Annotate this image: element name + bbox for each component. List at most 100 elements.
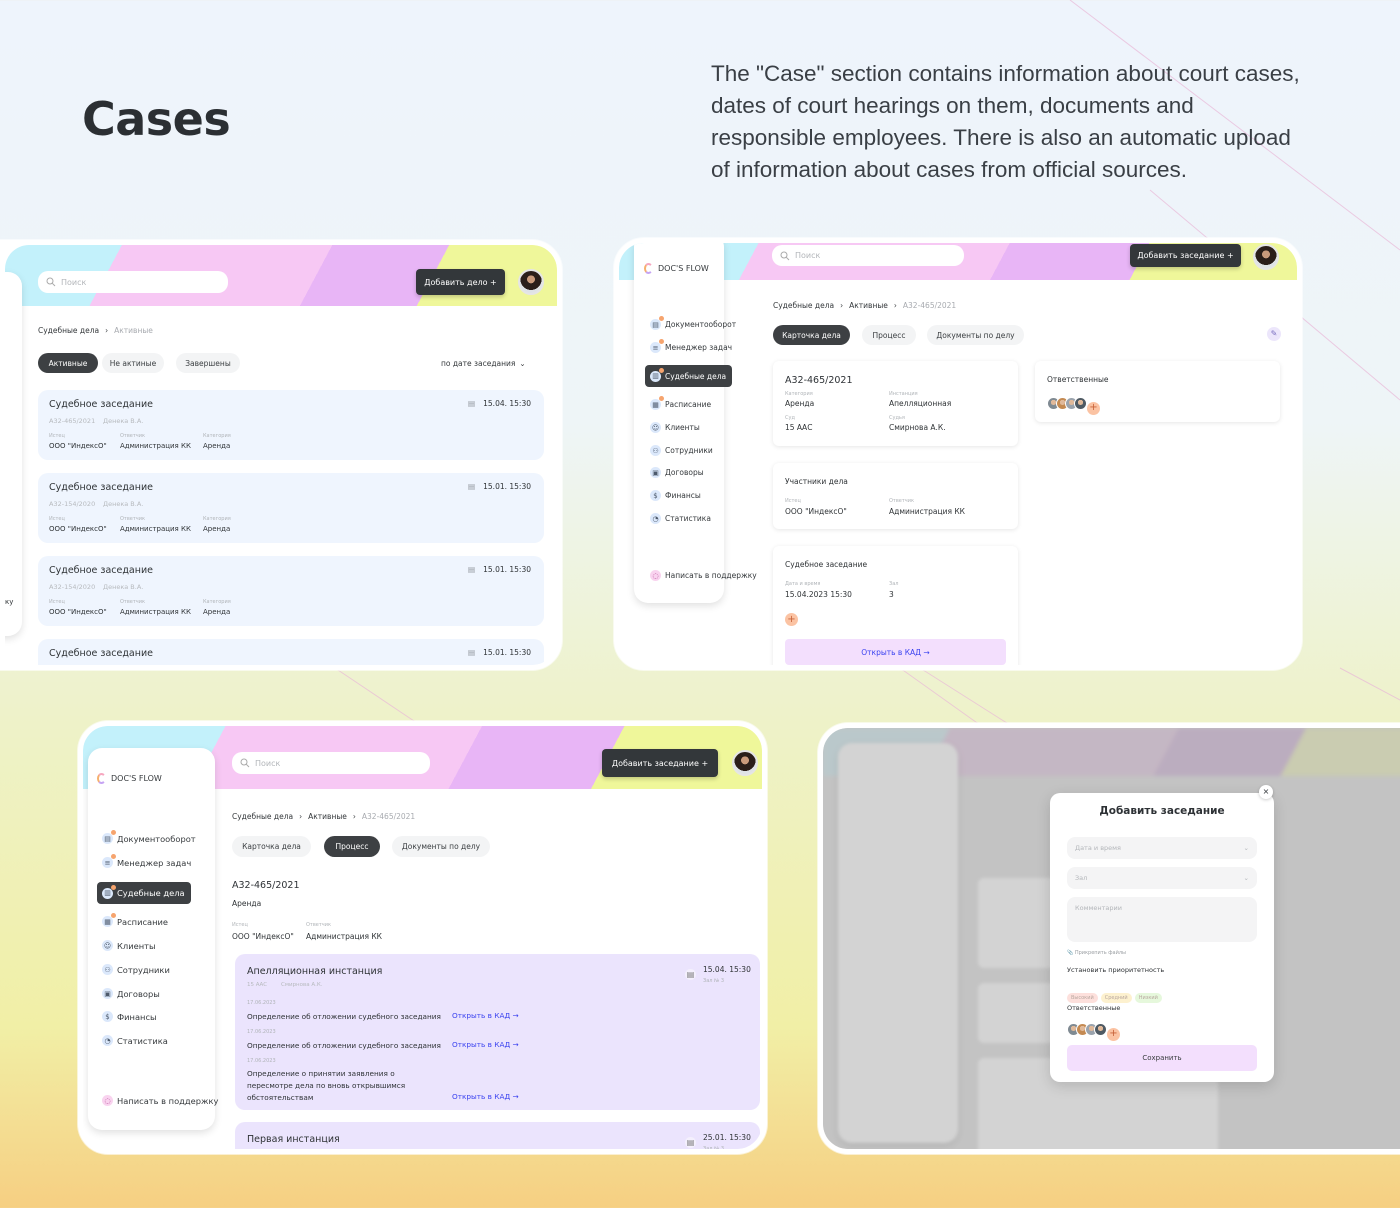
sidebar-item-calendar[interactable]: ▦ Расписание <box>650 396 711 410</box>
edit-icon[interactable]: ✎ <box>1267 327 1281 341</box>
add-hearing-plus-icon[interactable]: + <box>785 613 798 626</box>
participants-card: Участники дела Истец ООО "ИндексО" Ответ… <box>773 463 1018 529</box>
add-responsible-icon[interactable]: + <box>1087 401 1100 415</box>
open-kad-button[interactable]: Открыть в КАД → <box>785 639 1006 665</box>
responsible-avatars[interactable]: + <box>1047 395 1100 415</box>
search-input[interactable]: Поиск <box>772 245 964 266</box>
add-hearing-button[interactable]: Добавить заседание + <box>602 749 718 777</box>
case-card[interactable]: Судебное заседание ▤ 15.04. 15:30 А32-465/2… <box>38 390 544 460</box>
search-input[interactable]: Поиск <box>232 752 430 774</box>
category-value: Аренда <box>203 525 231 533</box>
calendar-icon: ▤ <box>468 565 476 574</box>
tab-documents[interactable]: Документы по делу <box>927 325 1024 345</box>
breadcrumb-item[interactable]: Судебные дела <box>38 326 100 335</box>
case-card-title: Судебное заседание <box>49 399 153 410</box>
breadcrumb-item[interactable]: Судебные дела <box>773 301 835 310</box>
save-button[interactable]: Сохранить <box>1067 1045 1257 1071</box>
user-avatar[interactable] <box>518 269 544 295</box>
sidebar-item-finance[interactable]: $ Финансы <box>650 490 701 501</box>
sidebar-item-task-list[interactable]: ≡ Менеджер задач <box>102 854 191 868</box>
add-responsible-icon[interactable]: + <box>1107 1027 1120 1041</box>
tab-documents[interactable]: Документы по делу <box>392 836 490 857</box>
responsible-avatar[interactable] <box>1074 397 1087 410</box>
comment-textarea[interactable]: Комментарии <box>1067 897 1257 942</box>
plaintiff-label: Истец <box>49 599 65 605</box>
sidebar-item-label: Менеджер задач <box>665 343 733 352</box>
responsible-avatars[interactable]: + <box>1067 1021 1120 1041</box>
sidebar-item-label: Договоры <box>665 468 704 477</box>
user-avatar[interactable] <box>1253 244 1279 270</box>
court-label: Суд <box>785 415 795 421</box>
hall-select[interactable]: Зал ⌄ <box>1067 867 1257 889</box>
breadcrumb-item[interactable]: Активные <box>308 812 347 821</box>
sidebar: ку <box>5 272 22 636</box>
sidebar-item-employees[interactable]: ⚇ Сотрудники <box>650 445 713 456</box>
tab-case-card[interactable]: Карточка дела <box>232 836 311 857</box>
sidebar-item-statistics[interactable]: ◔ Статистика <box>650 513 711 524</box>
calendar-icon: ▦ <box>650 396 664 410</box>
calendar-icon: ▤ <box>685 1137 696 1148</box>
category-value: Аренда <box>203 442 231 450</box>
sidebar-item-support[interactable]: ◌ Написать в поддержку <box>102 1095 218 1106</box>
filter-active[interactable]: Активные <box>38 353 98 373</box>
add-hearing-button[interactable]: Добавить заседание + <box>1130 244 1241 267</box>
attach-files-button[interactable]: 📎 Прикрепить файлы <box>1067 950 1126 956</box>
sidebar-item-document[interactable]: ▤ Документооборот <box>650 316 736 330</box>
category-value: Аренда <box>785 399 815 408</box>
open-kad-link[interactable]: Открыть в КАД → <box>452 1040 519 1049</box>
sidebar-item-calendar[interactable]: ▦ Расписание <box>102 913 168 927</box>
responsible-avatar[interactable] <box>1094 1023 1107 1036</box>
sidebar-item-document[interactable]: ▤ Документооборот <box>102 830 196 844</box>
search-input[interactable]: Поиск <box>38 271 228 293</box>
tab-case-card[interactable]: Карточка дела <box>773 325 850 345</box>
sidebar-item-task-list[interactable]: ≡ Менеджер задач <box>650 339 733 353</box>
breadcrumb-item[interactable]: Судебные дела <box>232 812 294 821</box>
category-value: Аренда <box>203 608 231 616</box>
open-kad-link[interactable]: Открыть в КАД → <box>452 1011 519 1020</box>
chevron-down-icon: ⌄ <box>519 359 526 368</box>
document-icon: ▤ <box>650 316 664 330</box>
case-card-date: ▤ 15.01. 15:30 <box>468 482 531 491</box>
chevron-right-icon: › <box>299 812 303 821</box>
user-avatar[interactable] <box>732 750 758 776</box>
add-case-button[interactable]: Добавить дело + <box>416 269 505 295</box>
case-card[interactable]: Судебное заседание ▤ 15.01. 15:30 А32-154/2… <box>38 556 544 626</box>
breadcrumb-item[interactable]: Активные <box>849 301 888 310</box>
instance-label: Инстанция <box>889 391 918 397</box>
sidebar-item-contract[interactable]: ▣ Договоры <box>650 467 704 478</box>
sidebar-item-statistics[interactable]: ◔ Статистика <box>102 1035 168 1046</box>
clients-icon: ☺ <box>650 422 661 433</box>
chevron-right-icon: › <box>105 326 109 335</box>
datetime-select[interactable]: Дата и время ⌄ <box>1067 837 1257 859</box>
priority-option[interactable]: Низкий <box>1134 993 1162 1003</box>
case-card[interactable]: Судебное заседание ▤ 15.01. 15:30 <box>38 639 544 665</box>
sidebar-item-clients[interactable]: ☺ Клиенты <box>102 940 156 951</box>
instance-value: Апелляционная <box>889 399 952 408</box>
filter-inactive[interactable]: Не актиные <box>102 353 164 373</box>
sort-dropdown[interactable]: по дате заседания ⌄ <box>441 359 526 368</box>
search-icon <box>240 758 250 768</box>
sidebar-item-court-case[interactable]: ▥ Судебные дела <box>97 882 191 904</box>
tab-process[interactable]: Процесс <box>324 836 380 857</box>
priority-option[interactable]: Средний <box>1100 993 1132 1003</box>
defendant-value: Администрация КК <box>120 442 191 450</box>
sidebar-item-court-case[interactable]: ▥ Судебные дела <box>645 365 733 387</box>
sort-label: по дате заседания <box>441 359 516 368</box>
defendant-label: Ответчик <box>120 433 146 439</box>
filter-completed[interactable]: Завершены <box>176 353 240 373</box>
case-card[interactable]: Судебное заседание ▤ 15.01. 15:30 А32-154/2… <box>38 473 544 543</box>
support-label: Написать в поддержку <box>665 571 757 580</box>
open-kad-link[interactable]: Открыть в КАД → <box>452 1092 519 1101</box>
notification-badge <box>659 316 664 321</box>
sidebar-item-employees[interactable]: ⚇ Сотрудники <box>102 964 170 975</box>
priority-option[interactable]: Высокий <box>1067 993 1098 1003</box>
sidebar-item-contract[interactable]: ▣ Договоры <box>102 988 160 999</box>
sidebar-item-support[interactable]: ◌ Написать в поддержку <box>650 570 757 581</box>
sidebar-item-clients[interactable]: ☺ Клиенты <box>650 422 700 433</box>
sidebar-item-finance[interactable]: $ Финансы <box>102 1011 157 1022</box>
close-icon[interactable]: × <box>1259 785 1273 799</box>
category-label: Категория <box>785 391 813 397</box>
case-card-date: ▤ 15.01. 15:30 <box>468 565 531 574</box>
tab-process[interactable]: Процесс <box>862 325 916 345</box>
task-list-icon: ≡ <box>102 854 116 868</box>
